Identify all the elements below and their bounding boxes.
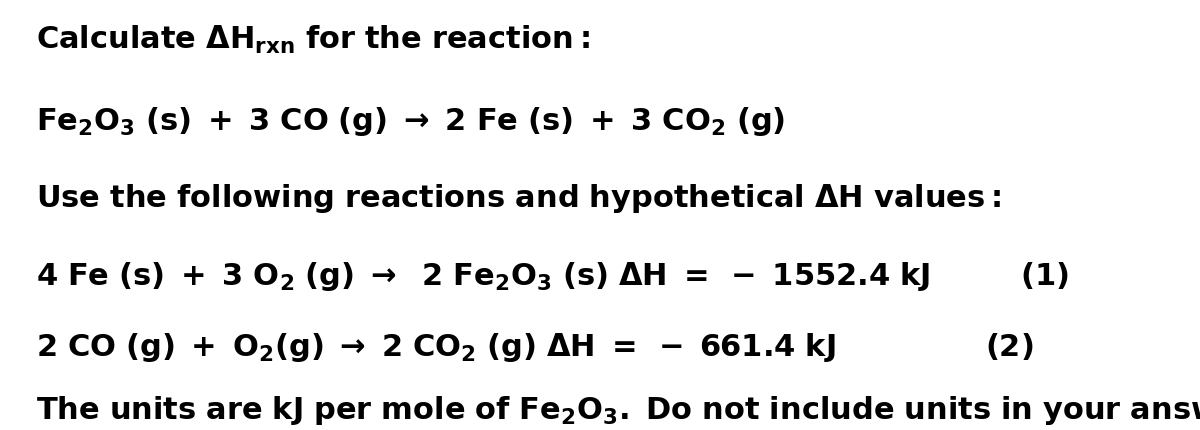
Text: $\mathbf{Fe_2O_3\ (s)\ +\ 3\ CO\ (g)\ \rightarrow\ 2\ Fe\ (s)\ +\ 3\ CO_2\ (g)}$: $\mathbf{Fe_2O_3\ (s)\ +\ 3\ CO\ (g)\ \r… bbox=[36, 104, 785, 138]
Text: $\mathbf{Use\ the\ following\ reactions\ and\ hypothetical\ \Delta H\ values:}$: $\mathbf{Use\ the\ following\ reactions\… bbox=[36, 182, 1001, 215]
Text: $\mathbf{Calculate\ \Delta H_{rxn}\ for\ the\ reaction:}$: $\mathbf{Calculate\ \Delta H_{rxn}\ for\… bbox=[36, 24, 590, 56]
Text: $\mathbf{4\ Fe\ (s)\ +\ 3\ O_2\ (g)\ \rightarrow\ \ 2\ Fe_2O_3\ (s)\ \Delta H\ =: $\mathbf{4\ Fe\ (s)\ +\ 3\ O_2\ (g)\ \ri… bbox=[36, 259, 1069, 292]
Text: $\mathbf{The\ units\ are\ kJ\ per\ mole\ of\ Fe_2O_3.\ Do\ not\ include\ units\ : $\mathbf{The\ units\ are\ kJ\ per\ mole\… bbox=[36, 393, 1200, 426]
Text: $\mathbf{2\ CO\ (g)\ +\ O_2(g)\ \rightarrow\ 2\ CO_2\ (g)\ \Delta H\ =\ -\ 661.4: $\mathbf{2\ CO\ (g)\ +\ O_2(g)\ \rightar… bbox=[36, 330, 1033, 363]
